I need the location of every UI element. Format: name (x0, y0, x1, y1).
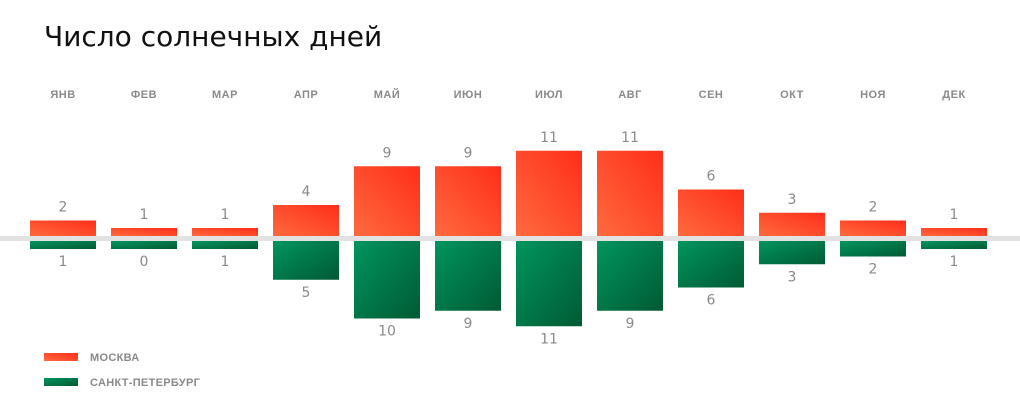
legend-label-moscow: МОСКВА (90, 352, 140, 364)
bar-moscow (759, 212, 825, 236)
month-label: СЕН (699, 89, 724, 101)
bar-moscow (192, 228, 258, 236)
bar-spb (30, 241, 96, 249)
value-label-moscow: 9 (464, 145, 473, 161)
bar-moscow (678, 189, 744, 236)
value-label-moscow: 4 (302, 184, 311, 200)
legend-label-spb: САНКТ-ПЕТЕРБУРГ (90, 377, 201, 389)
bar-moscow (30, 220, 96, 236)
value-label-spb: 11 (540, 331, 558, 347)
month-label: ЯНВ (50, 89, 75, 101)
value-label-spb: 10 (378, 324, 396, 340)
value-label-moscow: 2 (869, 200, 878, 216)
value-label-spb: 1 (950, 254, 959, 270)
month-label: АПР (294, 89, 319, 101)
month-label: МАЙ (374, 88, 401, 101)
bar-spb (354, 241, 420, 319)
value-label-spb: 2 (869, 262, 878, 278)
value-label-spb: 1 (59, 254, 68, 270)
month-label: НОЯ (860, 89, 886, 101)
value-label-spb: 0 (140, 254, 149, 270)
bar-moscow (516, 150, 582, 236)
baseline (0, 236, 1020, 241)
bar-spb (435, 241, 501, 311)
value-label-moscow: 2 (59, 200, 68, 216)
month-label: АВГ (618, 89, 642, 101)
legend-swatch-spb (44, 378, 78, 386)
value-label-moscow: 11 (540, 130, 558, 146)
value-label-moscow: 6 (707, 169, 716, 185)
bar-moscow (273, 205, 339, 236)
month-label: ФЕВ (131, 89, 157, 101)
bar-moscow (435, 166, 501, 236)
bar-moscow (354, 166, 420, 236)
value-label-spb: 3 (788, 269, 797, 285)
month-label: ИЮЛ (535, 89, 563, 101)
value-label-moscow: 1 (221, 207, 230, 223)
month-label: ДЕК (942, 89, 965, 101)
bar-spb (921, 241, 987, 249)
bar-moscow (921, 228, 987, 236)
bar-spb (192, 241, 258, 249)
bar-moscow (111, 228, 177, 236)
bar-spb (597, 241, 663, 311)
legend: МОСКВА САНКТ-ПЕТЕРБУРГ (44, 352, 201, 389)
bar-spb (273, 241, 339, 280)
bar-spb (111, 241, 177, 249)
month-label: МАР (212, 89, 238, 101)
value-label-moscow: 3 (788, 192, 797, 208)
month-label: ОКТ (780, 89, 804, 101)
value-label-moscow: 9 (383, 145, 392, 161)
value-label-moscow: 11 (621, 130, 639, 146)
legend-swatch-moscow (44, 353, 78, 361)
bar-spb (759, 241, 825, 265)
chart-title: Число солнечных дней (44, 20, 382, 53)
bar-moscow (840, 220, 906, 236)
bar-spb (678, 241, 744, 288)
value-label-spb: 9 (464, 316, 473, 332)
bar-moscow (597, 150, 663, 236)
value-label-moscow: 1 (950, 207, 959, 223)
value-label-spb: 6 (707, 293, 716, 309)
value-label-moscow: 1 (140, 207, 149, 223)
value-label-spb: 9 (626, 316, 635, 332)
month-label: ИЮН (454, 89, 483, 101)
bar-spb (840, 241, 906, 257)
value-label-spb: 5 (302, 285, 311, 301)
bar-spb (516, 241, 582, 327)
value-label-spb: 1 (221, 254, 230, 270)
